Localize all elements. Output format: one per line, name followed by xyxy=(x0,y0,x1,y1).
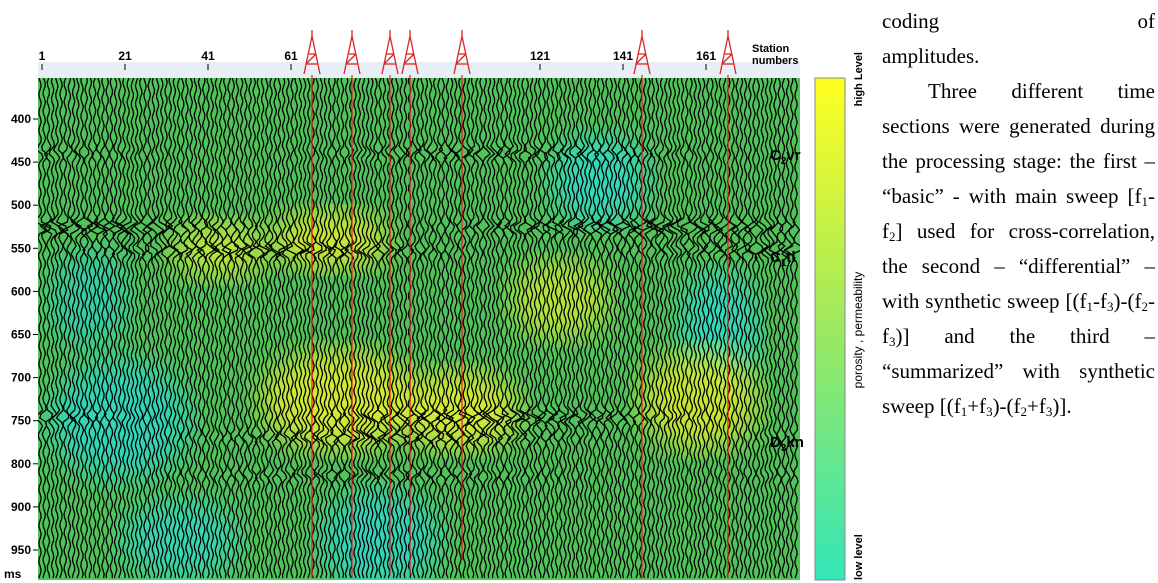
text-run: )-(f xyxy=(993,394,1021,418)
horizon-suffix: tl xyxy=(786,249,795,266)
time-tick-label: 750 xyxy=(11,414,31,428)
time-tick-label: 950 xyxy=(11,543,31,557)
text-run: +f xyxy=(967,394,986,418)
horizon-suffix: vr xyxy=(786,147,800,164)
time-tick-label: 600 xyxy=(11,284,31,298)
time-tick-label: 650 xyxy=(11,328,31,342)
time-tick-label: 500 xyxy=(11,198,31,212)
horizon-name: D xyxy=(770,434,781,451)
time-tick-label: 550 xyxy=(11,241,31,255)
colorbar xyxy=(815,78,845,580)
image-top-band xyxy=(38,62,800,78)
station-tick-label: 141 xyxy=(613,49,633,63)
station-tick-label: 61 xyxy=(284,49,298,63)
colorbar-middle-label: porosity , permeability xyxy=(851,272,865,389)
station-title-line: Station xyxy=(752,43,790,55)
seismic-section xyxy=(35,78,802,583)
text-line: coding of xyxy=(882,4,1155,39)
text-run: +f xyxy=(1027,394,1046,418)
time-tick-label: 700 xyxy=(11,371,31,385)
text-column: coding of amplitudes. Three different ti… xyxy=(882,4,1155,424)
text-run: -f xyxy=(1093,289,1107,313)
station-tick-label: 161 xyxy=(696,49,716,63)
text-run: )]. xyxy=(1052,394,1071,418)
colorbar-top-label: high Level xyxy=(853,52,865,106)
paragraph: Three different time sections were gener… xyxy=(882,74,1155,424)
horizon-suffix: kn xyxy=(786,434,804,451)
page: Stationnumbers high Level porosity , per… xyxy=(0,0,1158,583)
text-line: amplitudes. xyxy=(882,39,1155,74)
color-patch xyxy=(120,500,240,580)
time-tick-label: 900 xyxy=(11,500,31,514)
time-tick-label: 800 xyxy=(11,457,31,471)
station-tick-label: 1 xyxy=(39,49,46,63)
horizon-name: C xyxy=(770,249,781,266)
station-tick-label: 121 xyxy=(530,49,550,63)
time-unit: ms xyxy=(4,567,22,581)
text-run: )-(f xyxy=(1114,289,1142,313)
time-tick-label: 450 xyxy=(11,155,31,169)
station-title-line: numbers xyxy=(752,55,798,67)
time-tick-label: 400 xyxy=(11,112,31,126)
colorbar-bottom-label: low level xyxy=(853,534,865,580)
text-run: Three different time sections were gener… xyxy=(882,79,1155,208)
station-tick-label: 41 xyxy=(201,49,215,63)
station-tick-label: 21 xyxy=(118,49,132,63)
horizon-name: C xyxy=(770,147,781,164)
